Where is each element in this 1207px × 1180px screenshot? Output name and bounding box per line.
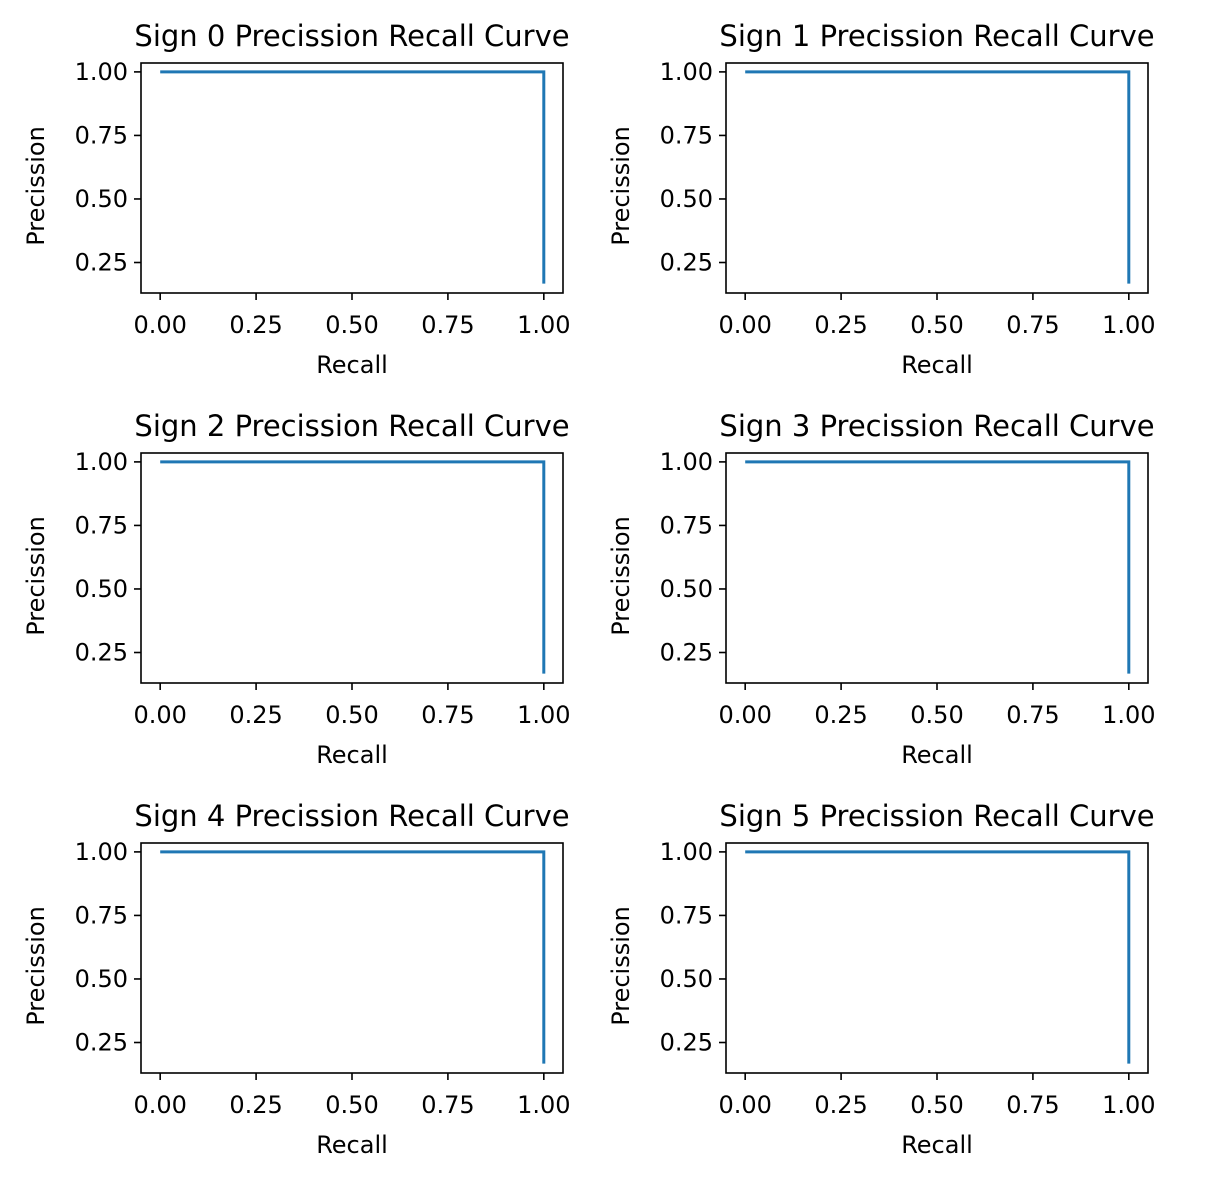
y-tick-label: 1.00 bbox=[75, 838, 128, 866]
y-tick-label: 1.00 bbox=[660, 58, 713, 86]
pr-curve-line-3-0 bbox=[745, 460, 1131, 674]
y-axis-label: Precission bbox=[607, 906, 635, 1026]
axes-frame-2 bbox=[140, 452, 564, 684]
y-axis-label: Precission bbox=[22, 906, 50, 1026]
x-tick-label: 0.50 bbox=[910, 701, 963, 729]
x-axis-label: Recall bbox=[901, 741, 973, 769]
x-tick-label: 0.00 bbox=[133, 311, 186, 339]
axes-frame-1 bbox=[725, 62, 1149, 294]
y-tick-label: 1.00 bbox=[660, 838, 713, 866]
x-tick-label: 1.00 bbox=[1102, 311, 1155, 339]
y-tick-label: 0.25 bbox=[75, 249, 128, 277]
y-tick-label: 0.75 bbox=[660, 511, 713, 539]
x-tick-label: 0.25 bbox=[229, 1091, 282, 1119]
x-tick-label: 0.25 bbox=[814, 701, 867, 729]
y-tick-label: 0.25 bbox=[660, 1029, 713, 1057]
y-tick-label: 0.25 bbox=[75, 1029, 128, 1057]
x-tick-label: 0.50 bbox=[325, 1091, 378, 1119]
chart-title: Sign 3 Precission Recall Curve bbox=[719, 409, 1154, 443]
x-tick-label: 0.00 bbox=[133, 1091, 186, 1119]
axes-frame-3 bbox=[725, 452, 1149, 684]
chart-panel-2: 0.00 0.25 0.50 0.75 1.000.250.500.751.00Sign… bbox=[22, 409, 571, 769]
x-tick-label: 0.25 bbox=[814, 311, 867, 339]
y-tick-label: 0.25 bbox=[75, 639, 128, 667]
pr-curve-line-2-0 bbox=[160, 460, 546, 674]
pr-curve-line-4-0 bbox=[160, 850, 546, 1064]
y-tick-label: 0.75 bbox=[660, 121, 713, 149]
y-axis-label: Precission bbox=[22, 516, 50, 636]
pr-curve-line-1-0 bbox=[745, 70, 1131, 284]
y-axis-label: Precission bbox=[607, 516, 635, 636]
y-tick-label: 1.00 bbox=[75, 448, 128, 476]
y-tick-label: 0.25 bbox=[660, 249, 713, 277]
y-tick-label: 0.75 bbox=[75, 901, 128, 929]
x-tick-label: 0.75 bbox=[1006, 1091, 1059, 1119]
x-tick-label: 1.00 bbox=[517, 311, 570, 339]
chart-title: Sign 4 Precission Recall Curve bbox=[134, 799, 569, 833]
x-tick-label: 0.50 bbox=[325, 701, 378, 729]
x-tick-label: 1.00 bbox=[1102, 1091, 1155, 1119]
x-tick-label: 1.00 bbox=[1102, 701, 1155, 729]
x-tick-label: 0.25 bbox=[229, 311, 282, 339]
chart-title: Sign 0 Precission Recall Curve bbox=[134, 19, 569, 53]
y-tick-label: 0.75 bbox=[75, 121, 128, 149]
x-tick-label: 0.75 bbox=[421, 701, 474, 729]
pr-curve-line-5-0 bbox=[745, 850, 1131, 1064]
x-axis-label: Recall bbox=[901, 1131, 973, 1159]
y-tick-label: 1.00 bbox=[660, 448, 713, 476]
x-axis-label: Recall bbox=[901, 351, 973, 379]
x-tick-label: 0.00 bbox=[718, 701, 771, 729]
y-tick-label: 0.50 bbox=[660, 185, 713, 213]
x-tick-label: 0.25 bbox=[229, 701, 282, 729]
axes-frame-5 bbox=[725, 842, 1149, 1074]
x-tick-label: 1.00 bbox=[517, 701, 570, 729]
x-tick-label: 0.00 bbox=[718, 1091, 771, 1119]
y-tick-label: 0.50 bbox=[660, 965, 713, 993]
y-tick-label: 0.75 bbox=[75, 511, 128, 539]
chart-title: Sign 1 Precission Recall Curve bbox=[719, 19, 1154, 53]
x-tick-label: 0.75 bbox=[1006, 701, 1059, 729]
chart-panel-4: 0.00 0.25 0.50 0.75 1.000.250.500.751.00Sign… bbox=[22, 799, 571, 1159]
chart-panel-5: 0.00 0.25 0.50 0.75 1.000.250.500.751.00Sign… bbox=[607, 799, 1156, 1159]
y-tick-label: 1.00 bbox=[75, 58, 128, 86]
chart-title: Sign 2 Precission Recall Curve bbox=[134, 409, 569, 443]
chart-title: Sign 5 Precission Recall Curve bbox=[719, 799, 1154, 833]
chart-panel-1: 0.00 0.25 0.50 0.75 1.000.250.500.751.00Sign… bbox=[607, 19, 1156, 379]
x-axis-label: Recall bbox=[316, 1131, 388, 1159]
x-tick-label: 0.50 bbox=[910, 311, 963, 339]
y-tick-label: 0.25 bbox=[660, 639, 713, 667]
x-tick-label: 1.00 bbox=[517, 1091, 570, 1119]
y-tick-label: 0.50 bbox=[75, 965, 128, 993]
pr-curve-line-0-0 bbox=[160, 70, 546, 284]
x-tick-label: 0.00 bbox=[718, 311, 771, 339]
x-tick-label: 0.00 bbox=[133, 701, 186, 729]
x-tick-label: 0.25 bbox=[814, 1091, 867, 1119]
y-tick-label: 0.50 bbox=[75, 185, 128, 213]
x-axis-label: Recall bbox=[316, 351, 388, 379]
axes-frame-0 bbox=[140, 62, 564, 294]
y-tick-label: 0.50 bbox=[75, 575, 128, 603]
y-tick-label: 0.50 bbox=[660, 575, 713, 603]
chart-panel-3: 0.00 0.25 0.50 0.75 1.000.250.500.751.00Sign… bbox=[607, 409, 1156, 769]
x-tick-label: 0.50 bbox=[910, 1091, 963, 1119]
x-axis-label: Recall bbox=[316, 741, 388, 769]
x-tick-label: 0.50 bbox=[325, 311, 378, 339]
x-tick-label: 0.75 bbox=[1006, 311, 1059, 339]
axes-frame-4 bbox=[140, 842, 564, 1074]
y-axis-label: Precission bbox=[607, 126, 635, 246]
chart-panel-0: 0.00 0.25 0.50 0.75 1.000.250.500.751.00Sign… bbox=[22, 19, 571, 379]
y-axis-label: Precission bbox=[22, 126, 50, 246]
y-tick-label: 0.75 bbox=[660, 901, 713, 929]
x-tick-label: 0.75 bbox=[421, 1091, 474, 1119]
x-tick-label: 0.75 bbox=[421, 311, 474, 339]
